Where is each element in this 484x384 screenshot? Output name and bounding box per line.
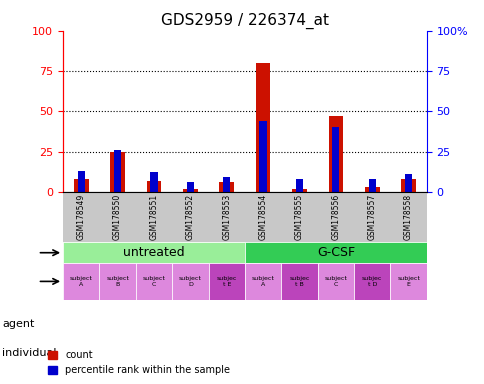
- Bar: [328, 116, 342, 192]
- Text: subject
E: subject E: [396, 276, 419, 287]
- Text: GSM178557: GSM178557: [367, 194, 376, 240]
- Text: subject
C: subject C: [142, 276, 165, 287]
- Legend: count, percentile rank within the sample: count, percentile rank within the sample: [44, 346, 233, 379]
- Bar: [317, 263, 353, 300]
- Bar: [353, 192, 390, 242]
- Bar: [114, 150, 121, 192]
- Bar: [390, 192, 426, 242]
- Text: GSM178555: GSM178555: [294, 194, 303, 240]
- Text: GSM178552: GSM178552: [185, 194, 195, 240]
- Bar: [110, 152, 125, 192]
- Bar: [77, 171, 85, 192]
- Bar: [259, 121, 266, 192]
- Title: GDS2959 / 226374_at: GDS2959 / 226374_at: [161, 13, 328, 29]
- Bar: [291, 189, 306, 192]
- Bar: [244, 192, 281, 242]
- Text: untreated: untreated: [123, 246, 184, 259]
- Bar: [63, 242, 244, 263]
- Bar: [317, 192, 353, 242]
- Bar: [244, 263, 281, 300]
- Text: GSM178558: GSM178558: [403, 194, 412, 240]
- Bar: [256, 63, 270, 192]
- Bar: [223, 177, 230, 192]
- Bar: [244, 242, 426, 263]
- Text: subjec
t B: subjec t B: [288, 276, 309, 287]
- Text: subject
A: subject A: [70, 276, 92, 287]
- Bar: [63, 263, 99, 300]
- Bar: [172, 192, 208, 242]
- Bar: [208, 263, 244, 300]
- Bar: [63, 192, 99, 242]
- Text: GSM178551: GSM178551: [149, 194, 158, 240]
- Text: individual: individual: [2, 348, 57, 358]
- Bar: [281, 192, 317, 242]
- Bar: [332, 127, 339, 192]
- Bar: [295, 179, 302, 192]
- Bar: [219, 182, 233, 192]
- Text: GSM178550: GSM178550: [113, 194, 122, 240]
- Bar: [401, 179, 415, 192]
- Text: GSM178553: GSM178553: [222, 194, 231, 240]
- Bar: [146, 180, 161, 192]
- Text: GSM178554: GSM178554: [258, 194, 267, 240]
- Text: subjec
t D: subjec t D: [361, 276, 382, 287]
- Bar: [281, 263, 317, 300]
- Bar: [150, 172, 157, 192]
- Bar: [364, 187, 378, 192]
- Bar: [74, 179, 89, 192]
- Bar: [172, 263, 208, 300]
- Text: GSM178556: GSM178556: [331, 194, 340, 240]
- Bar: [182, 189, 197, 192]
- Text: subjec
t E: subjec t E: [216, 276, 237, 287]
- Bar: [136, 192, 172, 242]
- Bar: [404, 174, 411, 192]
- Text: subject
D: subject D: [179, 276, 201, 287]
- Bar: [99, 192, 136, 242]
- Text: subject
A: subject A: [251, 276, 274, 287]
- Bar: [353, 263, 390, 300]
- Text: G-CSF: G-CSF: [316, 246, 354, 259]
- Text: agent: agent: [2, 319, 35, 329]
- Text: subject
C: subject C: [324, 276, 347, 287]
- Text: GSM178549: GSM178549: [76, 194, 86, 240]
- Bar: [99, 263, 136, 300]
- Bar: [186, 182, 194, 192]
- Text: subject
B: subject B: [106, 276, 129, 287]
- Bar: [390, 263, 426, 300]
- Bar: [136, 263, 172, 300]
- Bar: [368, 179, 375, 192]
- Bar: [208, 192, 244, 242]
